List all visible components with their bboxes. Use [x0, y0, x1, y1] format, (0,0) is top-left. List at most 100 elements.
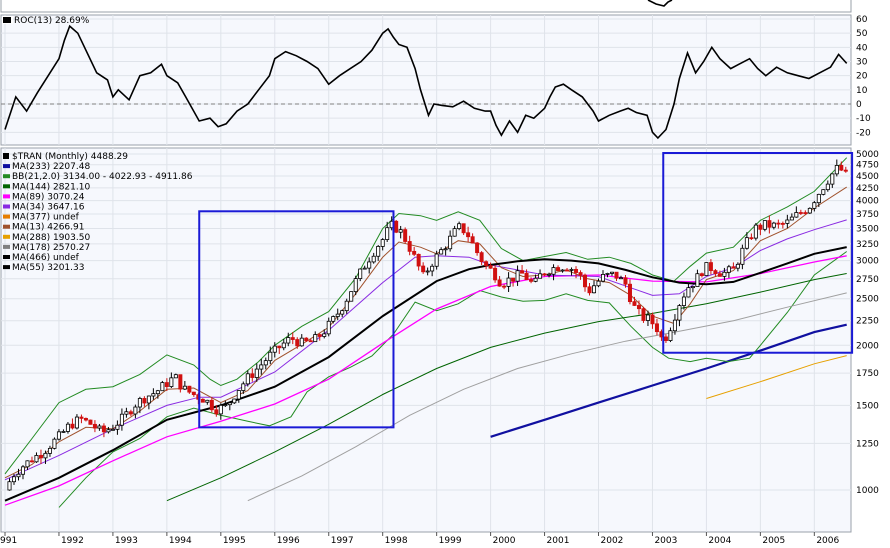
- candle-body: [771, 222, 776, 228]
- candle-body: [178, 374, 183, 390]
- candle-body: [151, 393, 156, 397]
- candle-body: [614, 271, 619, 279]
- legend-entry: MA(178) 2570.27: [12, 243, 90, 253]
- candle-body: [717, 273, 722, 277]
- candle-body: [371, 255, 376, 263]
- candle-body: [61, 431, 66, 433]
- candle-body: [335, 313, 340, 317]
- top-panel-frame: [0, 0, 852, 13]
- candle-body: [142, 398, 147, 404]
- legend-entry: BB(21,2.0) 3134.00 - 4022.93 - 4911.86: [12, 172, 193, 182]
- candle-body: [331, 316, 336, 322]
- price-tick-label: 3250: [856, 240, 879, 250]
- candle-body: [538, 273, 543, 279]
- candle-body: [380, 239, 385, 247]
- candle-body: [286, 337, 291, 344]
- x-axis: 991 1992 1993 1994 1995 1996 1997 1998 1999 2000 2…: [0, 532, 840, 546]
- candle-body: [299, 337, 304, 347]
- legend-entry: $TRAN (Monthly) 4488.29: [12, 152, 128, 162]
- candle-body: [690, 286, 695, 289]
- candle-body: [726, 266, 731, 273]
- candle-body: [641, 308, 646, 321]
- candle-body: [623, 277, 628, 285]
- candle-body: [308, 340, 313, 343]
- legend-entry: MA(377) undef: [12, 213, 80, 223]
- candle-body: [70, 423, 75, 429]
- candle-body: [461, 223, 466, 234]
- candle-body: [191, 391, 196, 396]
- price-tick-label: 2000: [856, 341, 879, 351]
- candle-body: [227, 402, 232, 406]
- candle-body: [654, 323, 659, 333]
- candle-body: [672, 319, 677, 332]
- candle-body: [259, 364, 264, 370]
- roc-tick-label: 0: [856, 100, 862, 110]
- price-tick-label: 2250: [856, 317, 879, 327]
- series-ma-178: [247, 292, 847, 502]
- candle-body: [20, 466, 25, 475]
- legend-entry: MA(34) 3647.16: [12, 203, 85, 213]
- series-ma-13: [4, 186, 847, 479]
- highlight-box-2: [662, 152, 854, 354]
- candle-body: [385, 227, 390, 240]
- candle-body: [47, 447, 52, 454]
- candle-body: [758, 224, 763, 230]
- candle-body: [574, 268, 579, 273]
- candle-body: [173, 374, 178, 379]
- candle-body: [421, 265, 426, 273]
- candle-body: [816, 193, 821, 204]
- candle-body: [25, 460, 30, 468]
- candle-body: [304, 337, 309, 342]
- candle-body: [645, 314, 650, 321]
- candle-body: [636, 305, 641, 310]
- candle-body: [11, 476, 16, 483]
- candle-body: [245, 373, 250, 385]
- candle-body: [825, 183, 830, 191]
- candle-body: [708, 262, 713, 271]
- price-tick-label: 3000: [856, 257, 879, 267]
- candle-body: [830, 173, 835, 185]
- x-tick-label: 1999: [439, 536, 462, 546]
- candle-body: [551, 267, 556, 275]
- legend-marker: [3, 244, 10, 249]
- candle-body: [776, 222, 781, 225]
- candle-body: [164, 382, 169, 387]
- candle-body: [565, 269, 570, 272]
- candle-body: [735, 263, 740, 269]
- candle-body: [146, 395, 151, 404]
- candle-body: [209, 399, 214, 411]
- candle-body: [92, 423, 97, 429]
- legend-entry: MA(288) 1903.50: [12, 233, 90, 243]
- x-tick-label: 2001: [547, 536, 570, 546]
- candle-body: [583, 274, 588, 288]
- candle-body: [97, 425, 102, 429]
- candle-body: [533, 277, 538, 282]
- candle-body: [403, 229, 408, 242]
- candle-body: [430, 265, 435, 272]
- top-panel: [0, 0, 852, 13]
- x-tick-label: 1994: [169, 536, 192, 546]
- candle-body: [187, 385, 192, 393]
- candle-body: [281, 342, 286, 349]
- legend-entry: MA(233) 2207.48: [12, 162, 90, 172]
- candle-body: [29, 460, 34, 463]
- candle-body: [466, 232, 471, 238]
- candle-body: [524, 272, 529, 281]
- candle-body: [605, 273, 610, 275]
- x-tick-label: 1992: [61, 536, 84, 546]
- candle-body: [110, 428, 115, 431]
- candle-body: [358, 268, 363, 279]
- candle-body: [56, 431, 61, 440]
- candle-body: [740, 247, 745, 265]
- candle-body: [416, 253, 421, 267]
- candle-body: [767, 220, 772, 228]
- series-bb-21-2-0-upper: [4, 157, 848, 475]
- candle-body: [744, 237, 749, 249]
- candle-body: [128, 411, 133, 415]
- candle-body: [506, 277, 511, 287]
- candle-body: [443, 248, 448, 251]
- candle-body: [272, 345, 277, 353]
- candle-body: [753, 224, 758, 239]
